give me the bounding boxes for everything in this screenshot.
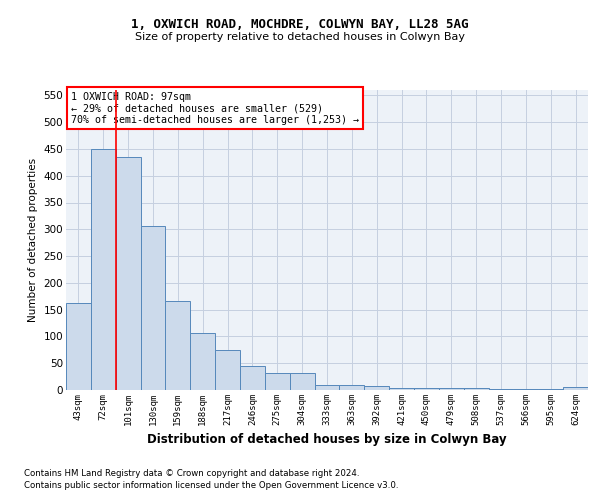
- Bar: [66, 302, 91, 390]
- Bar: [265, 373, 290, 390]
- Bar: [364, 386, 389, 390]
- Bar: [514, 389, 538, 390]
- Bar: [140, 226, 166, 390]
- Bar: [166, 300, 190, 390]
- Text: Contains public sector information licensed under the Open Government Licence v3: Contains public sector information licen…: [24, 481, 398, 490]
- Bar: [488, 389, 514, 390]
- Bar: [91, 149, 116, 390]
- Text: Contains HM Land Registry data © Crown copyright and database right 2024.: Contains HM Land Registry data © Crown c…: [24, 468, 359, 477]
- Bar: [190, 333, 215, 390]
- Bar: [439, 388, 464, 390]
- Bar: [563, 388, 588, 390]
- Bar: [538, 389, 563, 390]
- Y-axis label: Number of detached properties: Number of detached properties: [28, 158, 38, 322]
- Text: 1 OXWICH ROAD: 97sqm
← 29% of detached houses are smaller (529)
70% of semi-deta: 1 OXWICH ROAD: 97sqm ← 29% of detached h…: [71, 92, 359, 124]
- Bar: [414, 388, 439, 390]
- Bar: [340, 384, 364, 390]
- Bar: [314, 384, 340, 390]
- Bar: [240, 366, 265, 390]
- Bar: [389, 388, 414, 390]
- Bar: [215, 350, 240, 390]
- Bar: [464, 388, 488, 390]
- X-axis label: Distribution of detached houses by size in Colwyn Bay: Distribution of detached houses by size …: [147, 434, 507, 446]
- Text: 1, OXWICH ROAD, MOCHDRE, COLWYN BAY, LL28 5AG: 1, OXWICH ROAD, MOCHDRE, COLWYN BAY, LL2…: [131, 18, 469, 30]
- Text: Size of property relative to detached houses in Colwyn Bay: Size of property relative to detached ho…: [135, 32, 465, 42]
- Bar: [290, 373, 314, 390]
- Bar: [116, 157, 140, 390]
